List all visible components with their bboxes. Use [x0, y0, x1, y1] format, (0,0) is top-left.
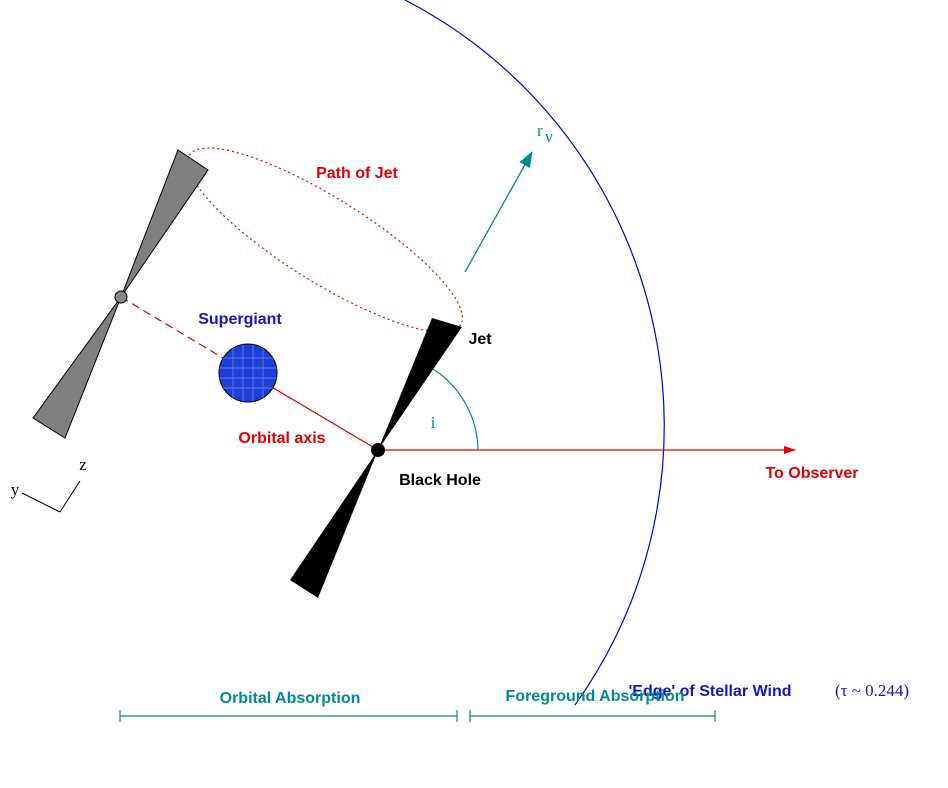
label: Foreground Absorption [506, 688, 685, 705]
grey-jet [33, 297, 121, 438]
label: (τ ~ 0.244) [835, 681, 909, 700]
label: Orbital Absorption [220, 690, 361, 707]
label: ν [545, 127, 553, 146]
label: Jet [468, 331, 492, 348]
grey-jet [121, 150, 208, 297]
grey-compact [115, 291, 127, 303]
label: Orbital axis [238, 430, 325, 447]
label: y [11, 480, 20, 499]
black-hole [371, 443, 385, 457]
label: To Observer [765, 465, 858, 482]
label: z [79, 455, 87, 474]
label: Supergiant [198, 311, 282, 328]
axis-z [60, 481, 80, 512]
label: Path of Jet [316, 165, 398, 182]
label: Black Hole [399, 472, 481, 489]
r-arrow [465, 152, 532, 272]
angle-arc [433, 369, 478, 450]
jet [290, 450, 378, 598]
diagram: Path of Jet Supergiant Jet i Orbital axi… [0, 0, 948, 788]
jet [378, 318, 462, 450]
label: i [431, 413, 436, 432]
label: r [537, 121, 543, 140]
supergiant [219, 344, 277, 402]
absorption-bars [120, 710, 715, 722]
axis-y [22, 493, 60, 512]
